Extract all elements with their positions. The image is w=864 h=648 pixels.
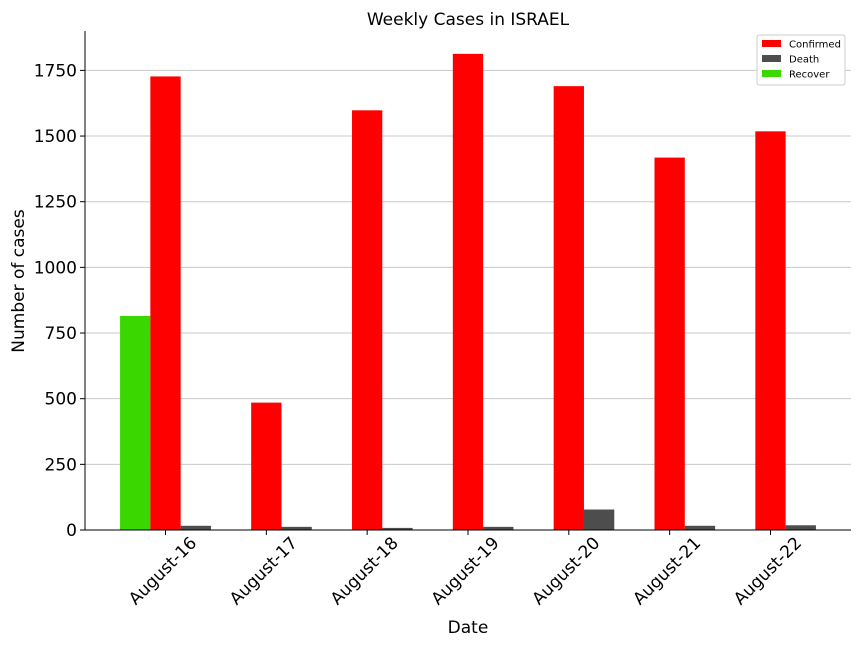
x-tick-label: August-20	[529, 533, 605, 609]
legend: Confirmed Death Recover	[756, 34, 846, 86]
bar-death-august-18	[382, 527, 413, 530]
bar-confirmed-august-19	[452, 53, 484, 531]
chart-title: Weekly Cases in ISRAEL	[367, 10, 570, 30]
y-ticks: 0 250 500 750 1000 1250 1500 1750	[34, 61, 85, 541]
bar-death-august-22	[785, 525, 816, 530]
bars	[120, 53, 816, 531]
legend-swatch-confirmed	[762, 40, 781, 47]
x-axis-label: Date	[448, 618, 489, 638]
bar-confirmed-august-16	[150, 76, 181, 530]
bar-death-august-16	[180, 525, 211, 530]
y-tick-label: 500	[45, 390, 77, 410]
x-tick-label: August-22	[730, 533, 806, 609]
bar-confirmed-august-22	[755, 131, 786, 530]
legend-swatch-recover	[762, 70, 781, 77]
y-axis-label: Number of cases	[9, 209, 29, 353]
y-tick-label: 1500	[34, 127, 77, 147]
bar-death-august-19	[483, 526, 514, 530]
bar-recover-august-16	[120, 315, 151, 530]
bar-death-august-17	[281, 526, 312, 530]
x-tick-label: August-19	[428, 533, 504, 609]
y-tick-label: 750	[45, 324, 77, 344]
legend-label-confirmed: Confirmed	[789, 40, 841, 51]
legend-label-death: Death	[789, 55, 819, 66]
legend-label-recover: Recover	[789, 70, 830, 81]
bar-confirmed-august-17	[251, 402, 282, 530]
x-tick-label: August-17	[226, 533, 302, 609]
bar-death-august-21	[684, 525, 716, 530]
y-tick-label: 250	[45, 455, 77, 475]
bar-confirmed-august-18	[352, 110, 383, 531]
y-tick-label: 1000	[34, 258, 77, 278]
x-tick-label: August-18	[327, 533, 403, 609]
bar-death-august-20	[583, 509, 615, 530]
y-tick-label: 0	[66, 521, 77, 541]
x-tick-label: August-21	[629, 533, 705, 609]
x-ticks: August-16 August-17 August-18 August-19 Augu…	[125, 530, 806, 609]
legend-swatch-death	[762, 55, 781, 62]
x-tick-label: August-16	[125, 533, 201, 609]
bar-confirmed-august-21	[654, 157, 685, 530]
y-tick-label: 1750	[34, 61, 77, 81]
bar-confirmed-august-20	[553, 86, 584, 530]
y-tick-label: 1250	[34, 193, 77, 213]
